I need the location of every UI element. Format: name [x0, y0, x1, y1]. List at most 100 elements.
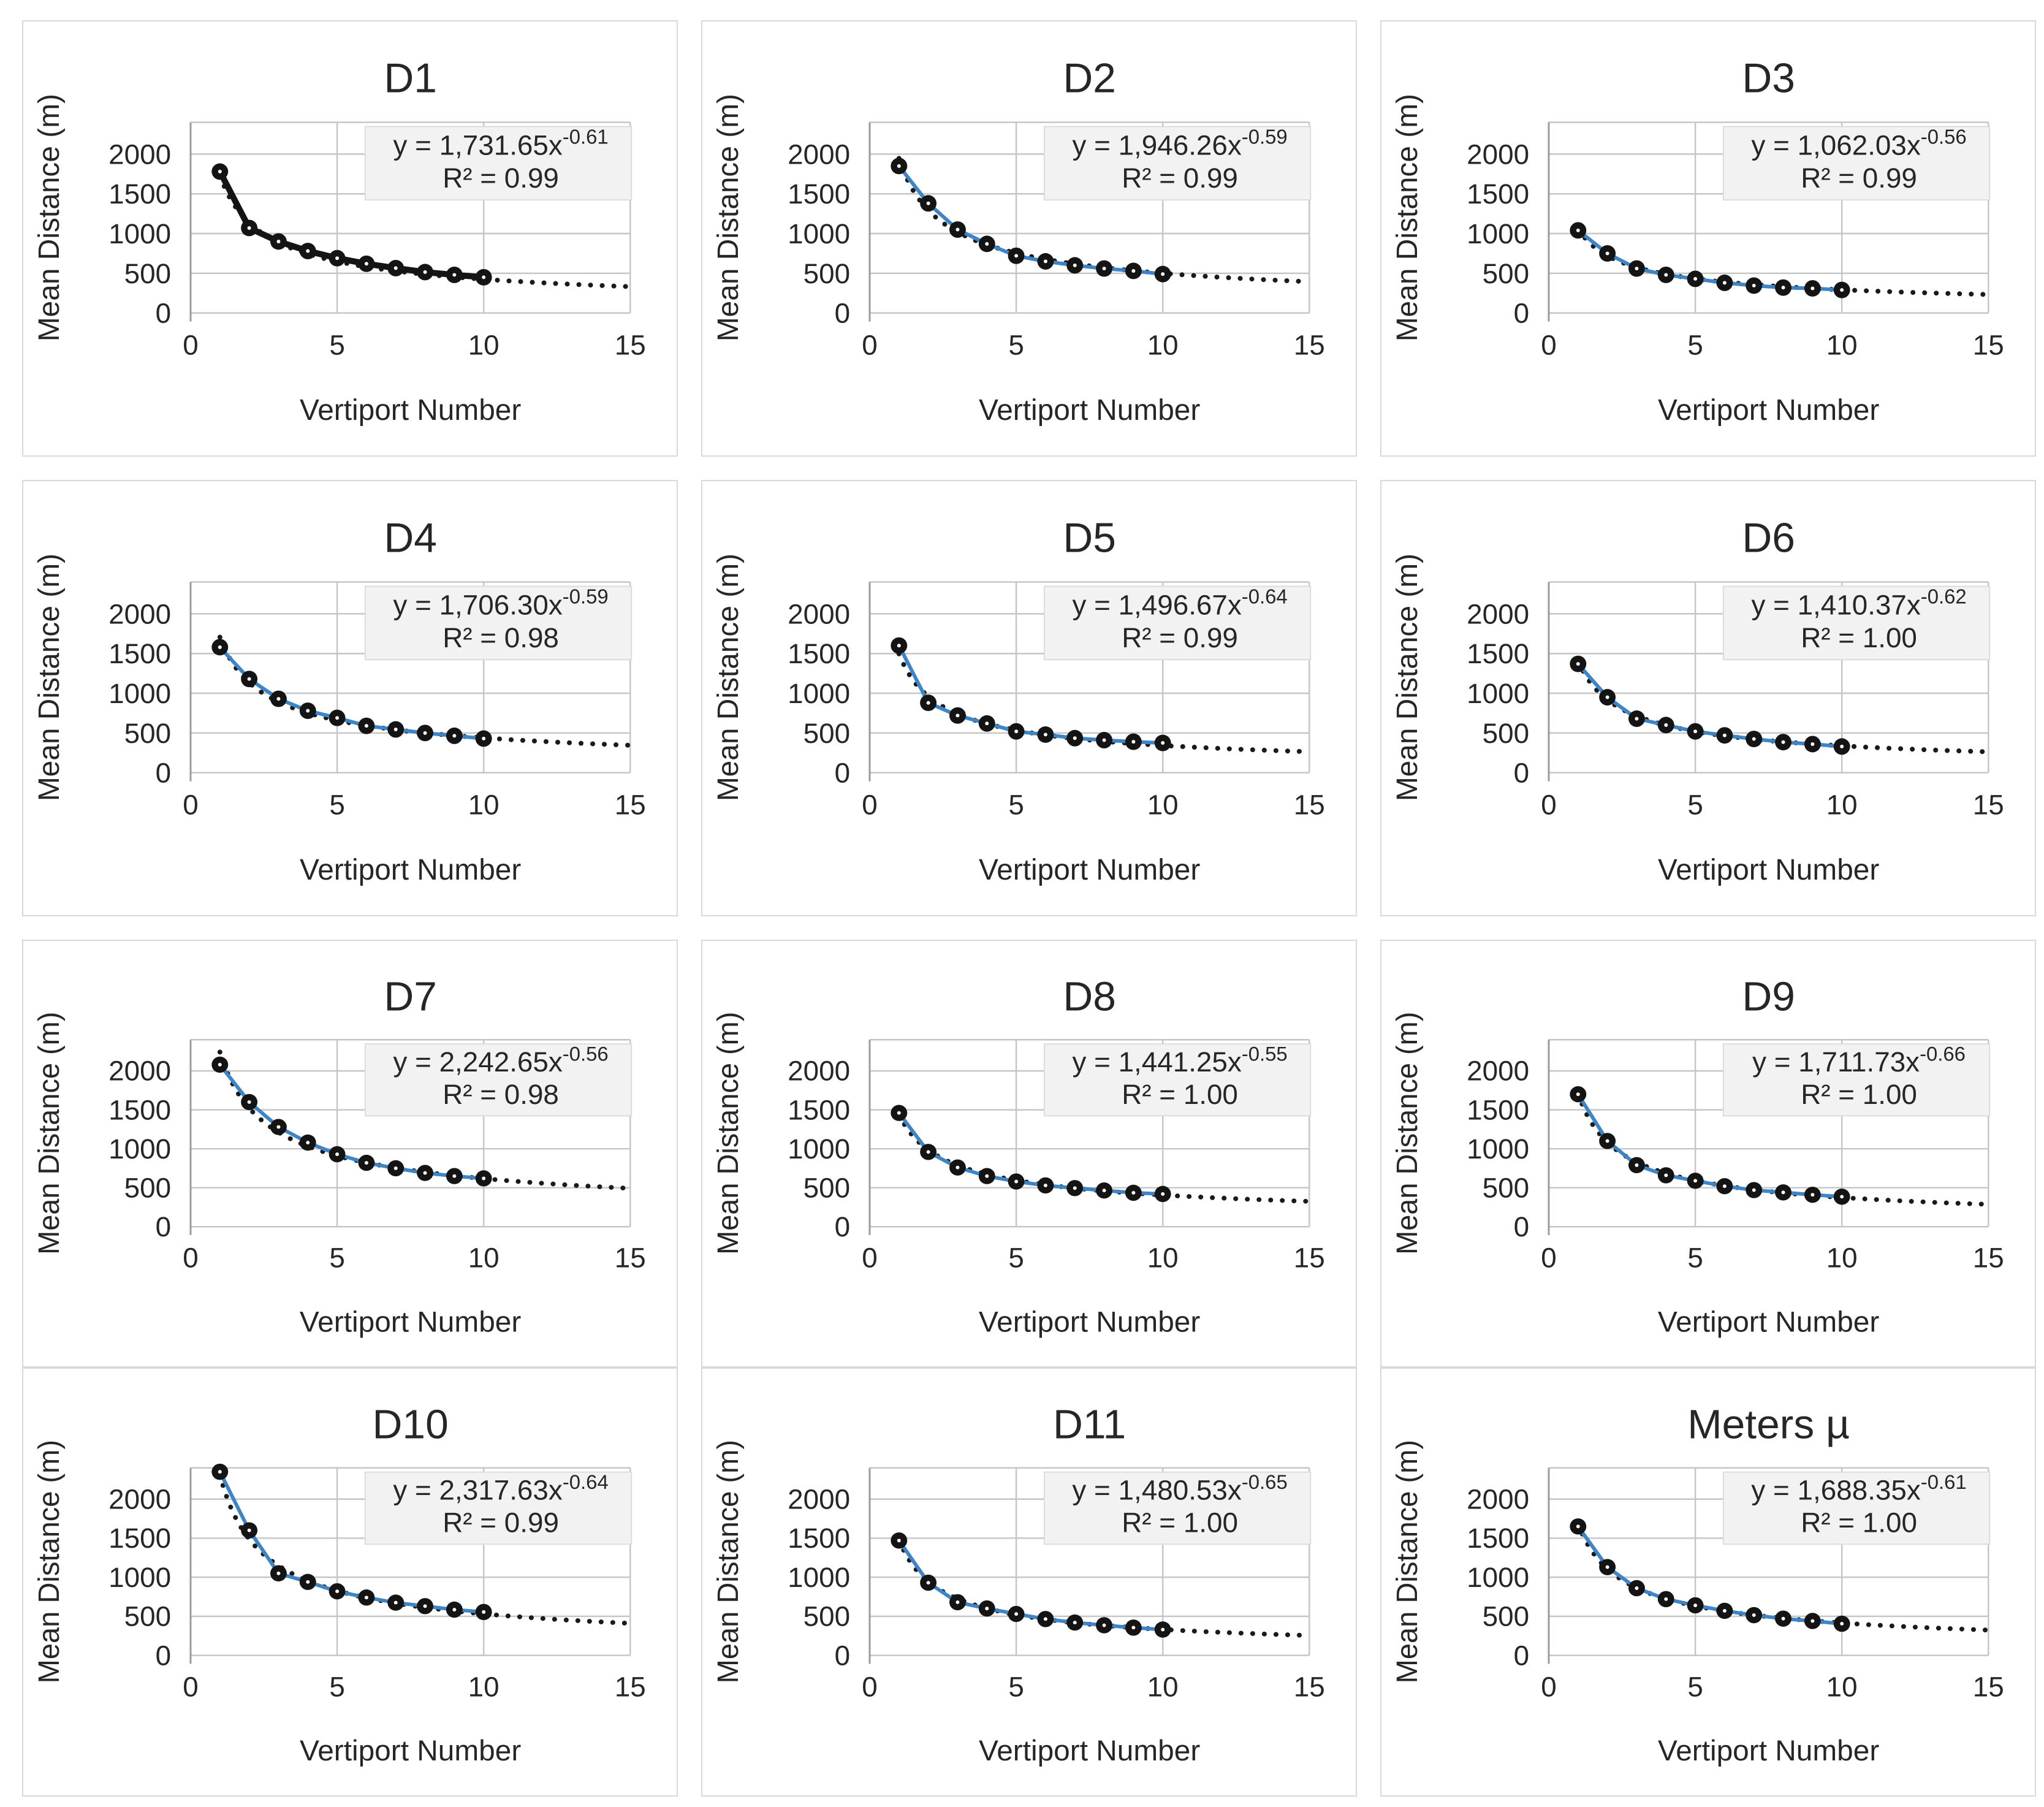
- y-tick-label: 0: [156, 758, 171, 789]
- equation-label: y = 1,706.30x-0.59: [393, 585, 608, 620]
- data-series-line: [897, 644, 1163, 745]
- data-point-marker-center: [897, 1539, 901, 1543]
- x-tick-label: 10: [468, 1242, 500, 1274]
- x-tick-label: 0: [862, 329, 877, 360]
- data-series-line: [218, 1470, 484, 1614]
- equation-label: y = 2,317.63x-0.64: [393, 1470, 608, 1505]
- y-tick-label: 2000: [1467, 1484, 1529, 1515]
- data-point-marker-center: [1576, 1092, 1580, 1097]
- x-tick-label: 0: [1541, 789, 1556, 820]
- y-tick-label: 1000: [1467, 678, 1529, 709]
- chart-panel-d5: y = 1,496.67x-0.64 R² = 0.99 D5 0 500 1000 150…: [701, 480, 1357, 916]
- data-point-marker-center: [1102, 1189, 1106, 1193]
- data-point-marker-center: [1693, 729, 1698, 734]
- y-tick-label: 500: [124, 258, 171, 289]
- x-axis-label: Vertiport Number: [1658, 1306, 1879, 1338]
- x-tick-label: 15: [615, 329, 646, 360]
- data-point-marker-center: [1605, 1565, 1609, 1569]
- equation-label: y = 1,688.35x-0.61: [1751, 1470, 1966, 1505]
- data-point-marker-center: [1635, 267, 1639, 271]
- data-point-marker-center: [364, 262, 368, 266]
- r-squared-label: R² = 0.99: [1801, 162, 1917, 194]
- y-tick-label: 0: [156, 1640, 171, 1672]
- x-tick-label: 0: [862, 789, 877, 820]
- chart-panel-d7: y = 2,242.65x-0.56 R² = 0.98 D7 0 500 1000 150…: [22, 940, 678, 1368]
- y-tick-label: 0: [835, 298, 850, 329]
- y-tick-label: 1000: [108, 1562, 171, 1593]
- y-tick-label: 1000: [1467, 218, 1529, 249]
- y-tick-label: 1000: [108, 1133, 171, 1165]
- x-tick-label: 15: [1973, 1242, 2004, 1274]
- y-tick-label: 2000: [1467, 1056, 1529, 1087]
- y-tick-label: 1500: [1467, 1523, 1529, 1554]
- x-tick-label: 5: [1687, 329, 1703, 360]
- trendline-dotted: [896, 1537, 1312, 1638]
- data-point-marker-center: [1781, 740, 1785, 744]
- chart-title: D1: [384, 56, 437, 102]
- data-point-marker-center: [1664, 1173, 1668, 1177]
- data-point-marker-center: [1073, 263, 1077, 267]
- data-point-marker-center: [1605, 695, 1609, 699]
- data-point-marker-center: [1635, 1586, 1639, 1590]
- data-point-marker-center: [897, 164, 901, 168]
- data-point-marker-center: [218, 645, 222, 649]
- equation-box: [1722, 1471, 1991, 1545]
- r-squared-label: R² = 1.00: [1801, 622, 1917, 653]
- y-tick-label: 1500: [108, 178, 171, 210]
- data-point-marker-center: [247, 1100, 251, 1104]
- data-point-marker-center: [1810, 742, 1815, 746]
- y-tick-label: 2000: [788, 1484, 850, 1515]
- data-point-marker-center: [985, 242, 989, 246]
- chart-title: D5: [1063, 515, 1116, 561]
- equation-box: [1722, 126, 1991, 201]
- data-point-marker-center: [956, 713, 960, 718]
- data-point-marker-center: [1722, 281, 1727, 285]
- equation-label: y = 1,711.73x-0.66: [1752, 1043, 1966, 1078]
- data-point-marker-center: [956, 1600, 960, 1604]
- x-axis-label: Vertiport Number: [300, 1735, 521, 1767]
- data-point-marker-center: [247, 677, 251, 681]
- x-axis-label: Vertiport Number: [979, 854, 1200, 886]
- data-point-marker-center: [926, 201, 930, 205]
- data-point-markers: [891, 158, 1171, 283]
- y-tick-label: 1000: [1467, 1562, 1529, 1593]
- data-point-marker-center: [276, 239, 281, 243]
- data-point-marker-center: [393, 1600, 398, 1605]
- data-point-marker-center: [423, 731, 427, 735]
- chart-panel-d1: y = 1,731.65x-0.61 R² = 0.99 D1 0 500 1000 150…: [22, 20, 678, 457]
- y-tick-label: 500: [804, 1173, 850, 1204]
- data-point-marker-center: [218, 169, 222, 173]
- data-point-marker-center: [926, 701, 930, 705]
- y-tick-label: 2000: [788, 139, 850, 170]
- y-axis-label: Mean Distance (m): [32, 1012, 66, 1255]
- chart-panel-d3: y = 1,062.03x-0.56 R² = 0.99 D3 0 500 1000 150…: [1380, 20, 2036, 457]
- data-point-marker-center: [335, 716, 340, 720]
- y-tick-label: 1500: [788, 638, 850, 669]
- data-point-marker-center: [1131, 1626, 1136, 1630]
- chart-title: D2: [1063, 56, 1116, 102]
- chart-panel-d9: y = 1,711.73x-0.66 R² = 1.00 D9 0 500 1000 150…: [1380, 940, 2036, 1368]
- data-point-markers: [1570, 1086, 1850, 1205]
- data-point-marker-center: [364, 724, 368, 728]
- data-point-marker-center: [393, 266, 398, 270]
- x-tick-label: 0: [183, 789, 198, 820]
- x-tick-label: 0: [183, 1242, 198, 1274]
- r-squared-label: R² = 1.00: [1801, 1507, 1917, 1539]
- trendline-dotted: [896, 156, 1312, 284]
- data-point-marker-center: [1102, 267, 1106, 271]
- equation-box: [1043, 1471, 1312, 1545]
- data-point-marker-center: [1161, 1627, 1165, 1632]
- data-point-marker-center: [1014, 729, 1019, 734]
- x-tick-label: 10: [1826, 789, 1858, 820]
- equation-box: [364, 585, 633, 661]
- data-point-marker-center: [1131, 1191, 1136, 1195]
- r-squared-label: R² = 0.99: [1122, 622, 1238, 653]
- y-tick-label: 0: [1514, 1211, 1529, 1242]
- data-series-line: [218, 645, 484, 740]
- data-series-line: [217, 170, 484, 281]
- y-tick-label: 1500: [1467, 1095, 1529, 1126]
- x-tick-label: 0: [183, 329, 198, 360]
